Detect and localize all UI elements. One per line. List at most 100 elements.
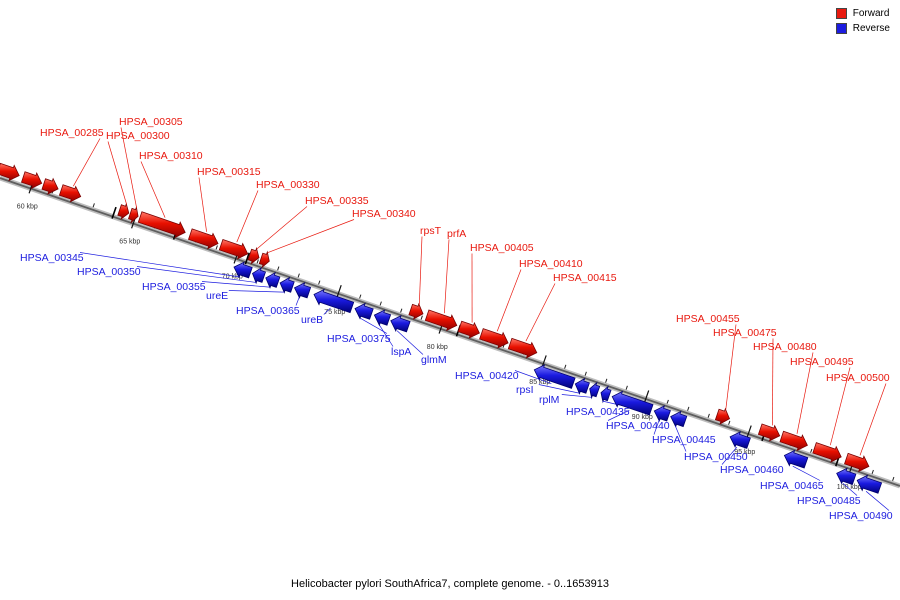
gene-label: HPSA_00310 — [139, 150, 203, 162]
label-leader-line — [525, 283, 556, 342]
tick-label: 75 kbp — [324, 309, 345, 316]
legend-forward-label: Forward — [852, 8, 890, 19]
gene-arrow-HPSA_00455[interactable] — [714, 407, 731, 425]
tick-label: 95 kbp — [734, 449, 755, 456]
label-leader-line — [120, 127, 137, 208]
label-leader-line — [418, 236, 423, 305]
gene-arrow-HPSA_00435[interactable] — [600, 385, 612, 404]
label-leader-line — [323, 307, 331, 315]
label-leader-line — [675, 425, 687, 452]
gene-arrow-lspA[interactable] — [373, 309, 392, 327]
label-leader-line — [396, 330, 424, 355]
gene-arrow-HPSA_00285[interactable] — [58, 184, 82, 203]
gene-label: rplM — [539, 394, 559, 406]
gene-arrow-HPSA_00490[interactable] — [856, 474, 883, 494]
gene-arrow-unnamed[interactable] — [20, 171, 43, 190]
gene-label: glmM — [421, 354, 447, 366]
gene-arrow-HPSA_00405[interactable] — [457, 320, 480, 339]
gene-arrow-HPSA_00305[interactable] — [127, 205, 139, 224]
gene-arrow-HPSA_00480[interactable] — [779, 430, 808, 452]
gene-arrow-HPSA_00445[interactable] — [653, 405, 671, 423]
gene-label: HPSA_00365 — [236, 305, 300, 317]
gene-label: HPSA_00440 — [606, 420, 670, 432]
label-leader-line — [514, 370, 552, 384]
tick-label: 80 kbp — [427, 344, 448, 351]
gene-arrow-rpsI[interactable] — [574, 377, 590, 395]
gene-arrow-HPSA_00375[interactable] — [354, 302, 374, 320]
label-leader-line — [236, 190, 259, 243]
gene-label: HPSA_00345 — [20, 252, 84, 264]
minor-tick — [728, 420, 731, 425]
gene-label: HPSA_00450 — [684, 451, 748, 463]
gene-arrow-HPSA_00500[interactable] — [843, 452, 870, 473]
gene-label: HPSA_00495 — [790, 356, 854, 368]
label-leader-line — [725, 324, 737, 410]
minor-tick — [420, 315, 423, 320]
gene-label: HPSA_00420 — [455, 370, 519, 382]
minor-tick — [318, 280, 321, 285]
gene-label: HPSA_00330 — [256, 179, 320, 191]
gene-arrow-HPSA_00335[interactable] — [247, 246, 260, 265]
gene-arrow-HPSA_00355[interactable] — [265, 271, 281, 289]
label-leader-line — [653, 420, 660, 435]
minor-tick — [256, 259, 259, 264]
gene-label: HPSA_00405 — [470, 242, 534, 254]
gene-arrow-HPSA_00440[interactable] — [611, 390, 654, 416]
gene-arrow-rpsT[interactable] — [408, 302, 424, 320]
reverse-color-chip — [835, 23, 847, 34]
minor-tick — [666, 399, 669, 404]
gene-arrow-HPSA_00475[interactable] — [757, 423, 781, 442]
minor-tick — [92, 203, 95, 208]
gene-label: HPSA_00500 — [826, 372, 890, 384]
gene-label: ureE — [206, 290, 228, 302]
genome-axis — [0, 177, 900, 487]
gene-arrow-HPSA_00350[interactable] — [252, 266, 267, 285]
gene-label: prfA — [447, 228, 466, 240]
gene-arrow-rplM[interactable] — [589, 381, 601, 400]
gene-label: HPSA_00455 — [676, 313, 740, 325]
gene-arrow-glmM[interactable] — [390, 315, 411, 333]
label-leader-line — [201, 281, 270, 288]
gene-arrow-HPSA_00420[interactable] — [533, 364, 576, 389]
gene-arrow-HPSA_00315[interactable] — [187, 228, 219, 250]
gene-arrow-HPSA_00485[interactable] — [836, 467, 857, 486]
gene-label: HPSA_00480 — [753, 341, 817, 353]
gene-label: HPSA_00300 — [106, 130, 170, 142]
gene-arrow-HPSA_00465[interactable] — [783, 449, 809, 469]
gene-arrow-HPSA_00415[interactable] — [507, 337, 538, 359]
gene-arrow-HPSA_00330[interactable] — [218, 238, 249, 260]
feature-tick — [111, 206, 117, 219]
gene-label: HPSA_00460 — [720, 464, 784, 476]
gene-label: rpsT — [420, 225, 442, 237]
gene-label: ureB — [301, 314, 323, 326]
minor-tick — [605, 378, 608, 383]
gene-arrow-HPSA_00340[interactable] — [258, 250, 270, 269]
gene-arrow-HPSA_00310[interactable] — [137, 211, 186, 239]
gene-label: HPSA_00435 — [566, 406, 630, 418]
gene-arrow-ureE[interactable] — [279, 276, 295, 294]
gene-arrow-prfA[interactable] — [424, 309, 458, 332]
gene-arrow-HPSA_00495[interactable] — [812, 442, 842, 463]
gene-arrow-HPSA_00365[interactable] — [293, 281, 312, 299]
gene-label: HPSA_00285 — [40, 127, 104, 139]
gene-arrow-HPSA_00450[interactable] — [670, 410, 688, 428]
gene-arrow-ureB[interactable] — [313, 288, 355, 314]
feature-tick — [244, 252, 250, 265]
label-leader-line — [79, 252, 240, 278]
gene-label: HPSA_00340 — [352, 208, 416, 220]
gene-arrow-HPSA_00300[interactable] — [117, 202, 130, 221]
label-leader-line — [538, 384, 580, 394]
gene-arrow-HPSA_00410[interactable] — [479, 328, 509, 349]
gene-arrow-unnamed[interactable] — [0, 162, 20, 182]
label-leader-line — [256, 206, 308, 250]
gene-label: HPSA_00355 — [142, 281, 206, 293]
label-leader-line — [842, 483, 858, 496]
gene-label: HPSA_00315 — [197, 166, 261, 178]
legend: Forward Reverse — [835, 8, 890, 34]
label-leader-line — [360, 318, 388, 334]
gene-arrow-HPSA_00345[interactable] — [233, 261, 253, 279]
minor-tick — [892, 476, 895, 481]
gene-arrow-unnamed[interactable] — [41, 177, 59, 195]
gene-arrow-HPSA_00460[interactable] — [729, 431, 751, 449]
